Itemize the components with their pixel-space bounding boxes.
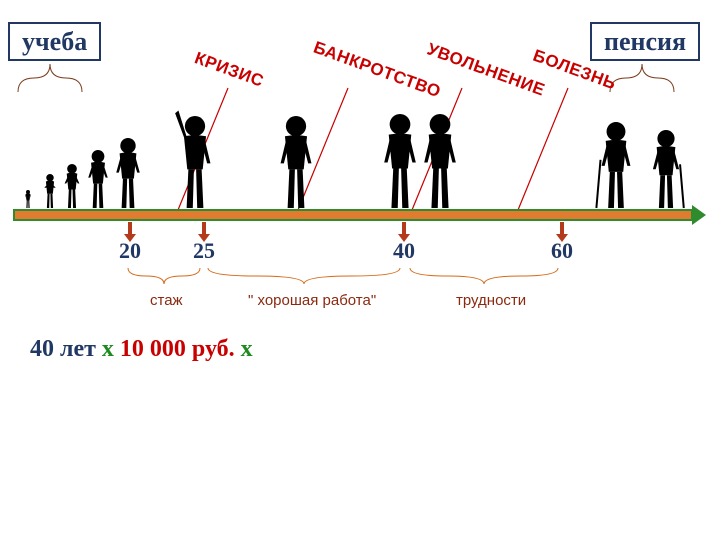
range-label-1: " хорошая работа"	[248, 292, 376, 309]
range-label-2: трудности	[456, 292, 526, 309]
age-label-20: 20	[110, 238, 150, 264]
range-label-0: стаж	[150, 292, 183, 309]
age-label-60: 60	[542, 238, 582, 264]
age-label-25: 25	[184, 238, 224, 264]
age-label-40: 40	[384, 238, 424, 264]
